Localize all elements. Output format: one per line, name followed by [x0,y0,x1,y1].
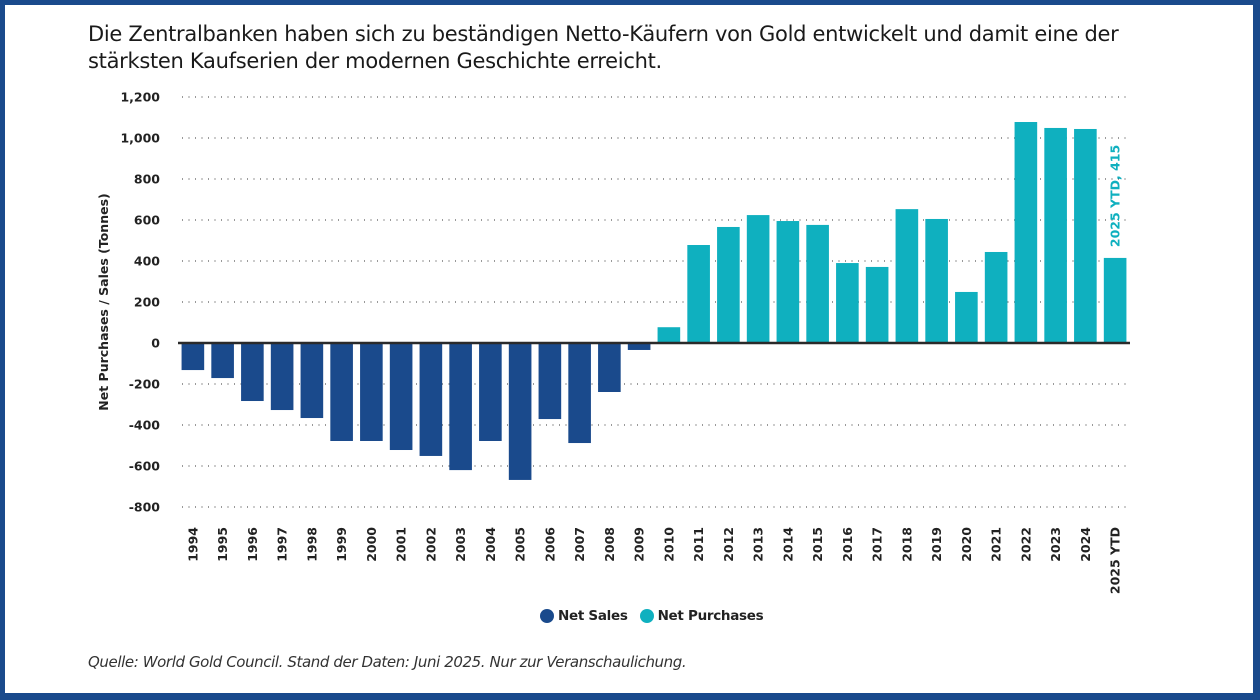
x-tick-label: 1999 [334,527,349,562]
y-tick-label: 0 [151,336,160,351]
bar-2020 [955,291,978,343]
y-tick-label: -400 [129,418,161,433]
y-tick-label: -200 [129,377,161,392]
ytd-annotation: 2025 YTD, 415 [1108,145,1123,247]
y-tick-label: 1,200 [120,90,160,105]
x-tick-label: 2003 [453,527,468,562]
x-tick-label: 2024 [1078,527,1093,562]
legend-item-net-sales: Net Sales [540,608,628,624]
x-tick-label: 2022 [1018,527,1033,562]
y-tick-label: 1,000 [120,131,160,146]
legend: Net Sales Net Purchases [540,608,764,624]
bar-2001 [389,343,413,451]
x-tick-label: 2009 [632,527,647,562]
y-tick-label: -600 [129,459,161,474]
bar-2007 [568,343,591,444]
legend-item-net-purchases: Net Purchases [639,608,764,624]
x-tick-label: 2010 [661,527,676,562]
y-axis-ticks: 1,200 1,000 800 600 400 200 0 -200 -400 -600 -800 [120,90,160,515]
x-tick-label: 1998 [304,527,319,562]
bar-2024 [1074,128,1097,343]
bar-2003 [449,343,472,471]
bar-1998 [300,343,324,419]
x-tick-label: 2019 [929,527,944,562]
x-axis-ticks: 1994 1995 1996 1997 1998 1999 2000 2001 2002 2003… [185,527,1122,594]
bar-2002 [419,343,443,456]
x-tick-label: 2012 [721,527,736,562]
bar-2012 [717,226,740,343]
x-tick-label: 2016 [840,527,855,562]
x-tick-label: 2002 [423,527,438,562]
x-tick-label: 1996 [245,527,260,562]
chart-title: Die Zentralbanken haben sich zu beständi… [88,22,1119,73]
bar-2006 [538,343,562,420]
x-tick-label: 1997 [275,527,290,562]
x-tick-label: 2025 YTD [1108,527,1123,594]
bar-2017 [865,266,889,343]
bar-1997 [270,343,294,411]
y-tick-label: 600 [134,213,160,228]
y-tick-label: 200 [134,295,160,310]
bar-2009 [627,343,651,350]
x-tick-label: 2000 [364,527,379,562]
x-tick-label: 2014 [780,527,795,562]
x-tick-label: 1994 [185,527,200,562]
legend-swatch-net-sales [540,609,554,623]
x-tick-label: 2017 [870,527,885,562]
x-tick-label: 2001 [394,527,409,562]
y-tick-label: -800 [129,500,161,515]
x-tick-label: 2006 [542,527,557,562]
x-tick-label: 2004 [483,527,498,562]
bar-2011 [687,245,710,343]
source-note: Quelle: World Gold Council. Stand der Da… [88,653,687,671]
y-tick-label: 800 [134,172,160,187]
x-tick-label: 2023 [1048,527,1063,562]
x-tick-label: 2021 [989,527,1004,562]
bar-1999 [330,343,353,441]
bar-2008 [598,343,621,392]
bar-1996 [241,343,264,402]
bar-2014 [776,221,800,343]
legend-label-net-sales: Net Sales [558,608,628,624]
bar-2013 [746,215,770,343]
bar-2019 [925,218,948,343]
y-tick-label: 400 [134,254,160,269]
bar-1994 [181,343,205,371]
bar-2004 [479,343,502,441]
legend-label-net-purchases: Net Purchases [657,608,764,624]
x-tick-label: 2008 [602,527,617,562]
bar-2015 [806,224,829,343]
bar-2023 [1044,127,1067,343]
x-tick-label: 2015 [810,527,825,562]
bar-2016 [836,263,859,343]
bar-2005 [508,343,532,480]
x-tick-label: 2018 [899,527,914,562]
bar-2025-ytd [1103,257,1127,343]
bars [181,122,1127,480]
y-axis-label: Net Purchases / Sales (Tonnes) [96,193,111,410]
bar-2000 [360,343,383,441]
bar-2021 [984,251,1008,343]
bar-2010 [657,327,681,343]
x-tick-label: 2020 [959,527,974,562]
x-tick-label: 2011 [691,527,706,562]
bar-1995 [211,343,234,379]
bar-2022 [1014,122,1038,343]
legend-swatch-net-purchases [639,609,654,623]
bar-2018 [895,209,919,343]
x-tick-label: 1995 [215,527,230,562]
x-tick-label: 2013 [751,527,766,562]
x-tick-label: 2007 [572,527,587,562]
x-tick-label: 2005 [513,527,528,562]
